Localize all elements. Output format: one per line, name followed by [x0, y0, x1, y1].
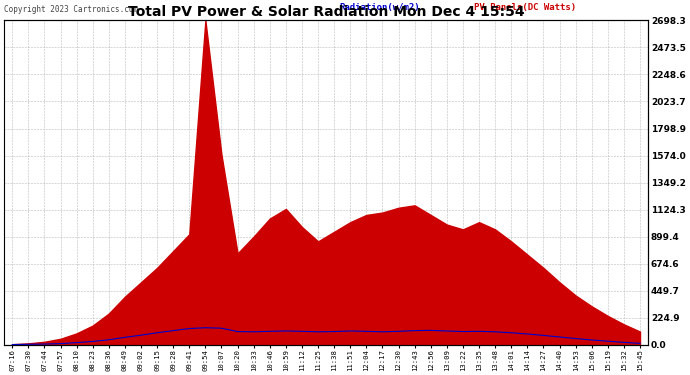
Title: Total PV Power & Solar Radiation Mon Dec 4 15:54: Total PV Power & Solar Radiation Mon Dec…	[128, 5, 524, 19]
Text: Radiation(w/m2): Radiation(w/m2)	[339, 3, 420, 12]
Text: Copyright 2023 Cartronics.com: Copyright 2023 Cartronics.com	[4, 5, 138, 14]
Text: PV Panels(DC Watts): PV Panels(DC Watts)	[474, 3, 576, 12]
